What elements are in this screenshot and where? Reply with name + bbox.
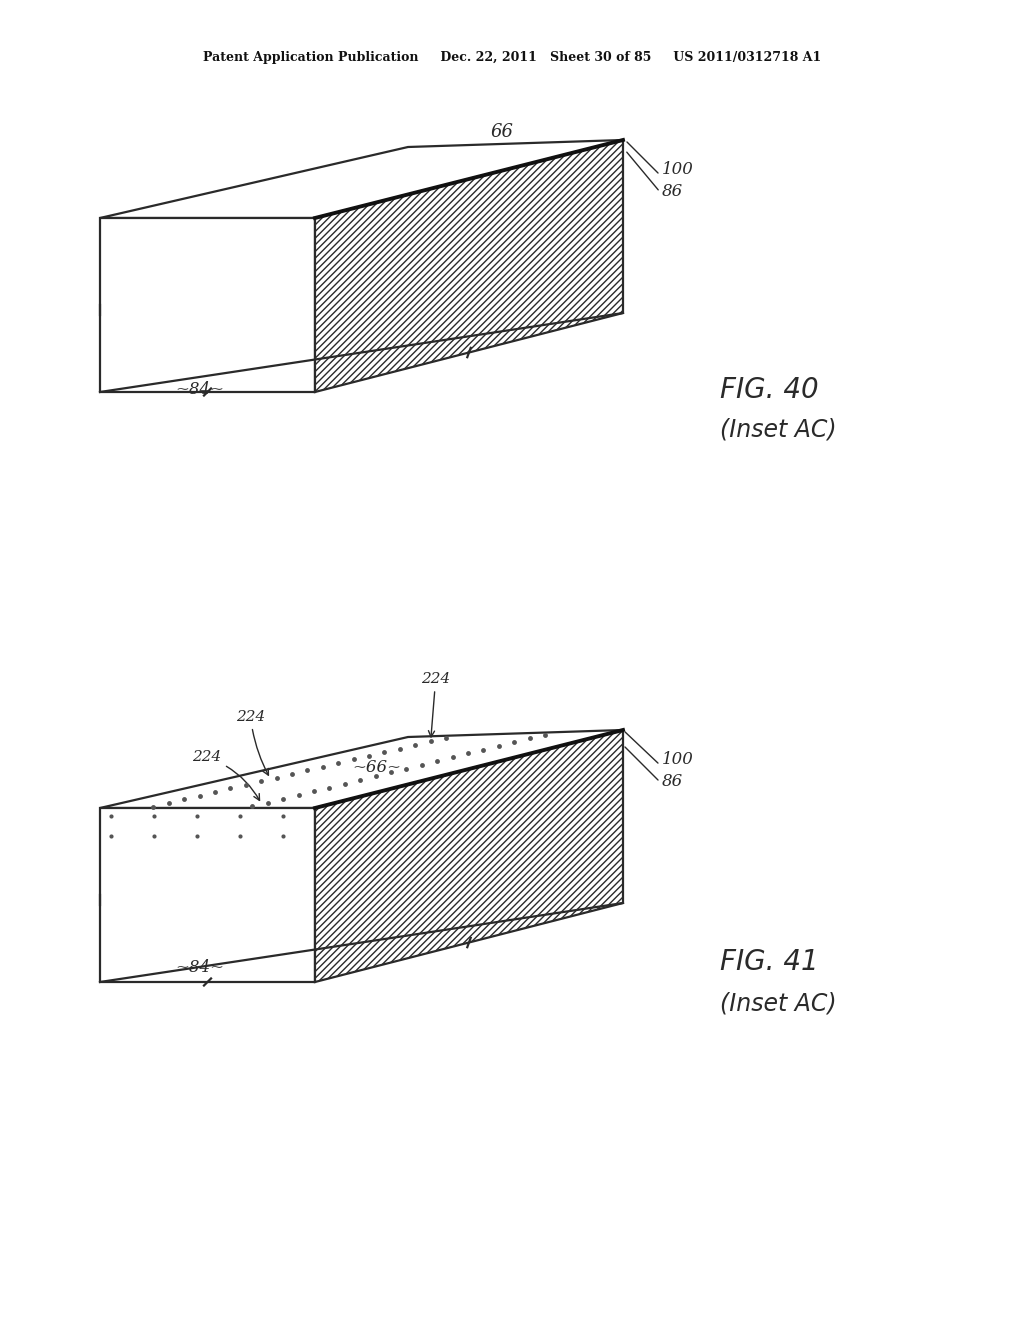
Text: 224: 224 [191,750,259,800]
Polygon shape [100,730,623,808]
Text: ~84~: ~84~ [175,381,224,399]
Text: 86: 86 [662,774,683,791]
Polygon shape [100,140,623,218]
Polygon shape [315,140,623,392]
Text: FIG. 41: FIG. 41 [720,948,818,975]
Text: (Inset AC): (Inset AC) [720,418,837,442]
Text: 100: 100 [662,751,694,768]
Text: 86: 86 [662,183,683,201]
Text: 224: 224 [236,710,268,775]
Text: ~66~: ~66~ [352,759,401,776]
Text: 100: 100 [662,161,694,178]
Text: Patent Application Publication     Dec. 22, 2011   Sheet 30 of 85     US 2011/03: Patent Application Publication Dec. 22, … [203,51,821,65]
Text: 66: 66 [490,123,513,141]
Text: (Inset AC): (Inset AC) [720,993,837,1016]
Text: 224: 224 [421,672,451,737]
Text: ~84~: ~84~ [175,958,224,975]
Text: FIG. 40: FIG. 40 [720,376,818,404]
Polygon shape [100,218,315,392]
Polygon shape [315,730,623,982]
Polygon shape [100,808,315,982]
